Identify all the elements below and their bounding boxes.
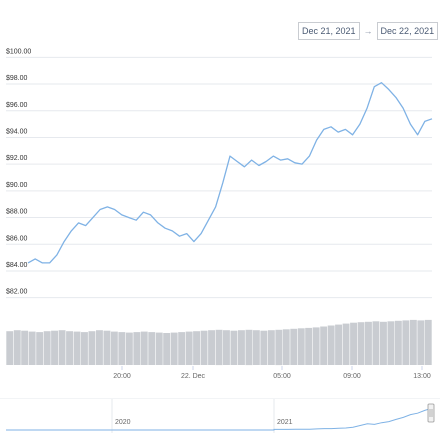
volume-bar bbox=[230, 330, 238, 365]
volume-bar bbox=[365, 321, 372, 365]
y-tick-label: $88.00 bbox=[6, 209, 28, 216]
y-tick-label: $84.00 bbox=[6, 262, 28, 269]
volume-bar bbox=[424, 319, 432, 365]
volume-bar bbox=[88, 331, 96, 365]
volume-bar bbox=[297, 328, 305, 365]
x-tick-label: 13:00 bbox=[413, 373, 431, 380]
navigator-panel bbox=[0, 399, 440, 433]
volume-bar bbox=[350, 322, 357, 365]
volume-bar bbox=[163, 333, 171, 365]
volume-bar bbox=[275, 329, 283, 366]
x-tick-label: 05:00 bbox=[273, 373, 291, 380]
y-tick-label: $94.00 bbox=[6, 128, 28, 135]
volume-bar bbox=[372, 321, 380, 365]
navigator-label: 2021 bbox=[277, 419, 293, 426]
y-tick-label: $98.00 bbox=[6, 75, 28, 82]
x-tick-label: 22. Dec bbox=[181, 373, 206, 380]
volume-bar bbox=[245, 329, 253, 366]
volume-bar bbox=[402, 320, 410, 365]
volume-bar bbox=[140, 331, 148, 365]
volume-bar bbox=[357, 322, 365, 365]
volume-bar bbox=[335, 324, 342, 365]
volume-bar bbox=[208, 330, 215, 365]
volume-bar bbox=[28, 331, 36, 365]
volume-bar bbox=[125, 332, 133, 365]
volume-bar bbox=[252, 330, 260, 365]
volume-bar bbox=[260, 330, 268, 365]
volume-bar bbox=[118, 332, 126, 365]
volume-bar bbox=[282, 329, 290, 365]
y-tick-label: $90.00 bbox=[6, 182, 28, 189]
volume-bar bbox=[170, 332, 178, 365]
volume-bar bbox=[417, 320, 425, 365]
date-range-selector: Dec 21, 2021 → Dec 22, 2021 bbox=[298, 22, 439, 40]
volume-bar bbox=[13, 330, 21, 365]
y-tick-label: $92.00 bbox=[6, 155, 28, 162]
volume-bar bbox=[193, 331, 200, 365]
volume-bar bbox=[380, 321, 387, 365]
volume-bar bbox=[110, 331, 118, 365]
price-line bbox=[27, 82, 433, 264]
volume-bar bbox=[21, 330, 29, 365]
volume-bar bbox=[215, 329, 223, 366]
volume-bar bbox=[305, 327, 313, 365]
volume-bar bbox=[290, 328, 298, 365]
volume-bar bbox=[409, 319, 417, 365]
volume-bar bbox=[327, 325, 335, 365]
navigator-label: 2020 bbox=[115, 419, 131, 426]
date-to-input[interactable]: Dec 22, 2021 bbox=[376, 22, 439, 40]
y-tick-label: $86.00 bbox=[6, 235, 28, 242]
volume-bar bbox=[73, 331, 81, 365]
y-tick-label: $96.00 bbox=[6, 102, 28, 109]
volume-bar bbox=[51, 330, 58, 365]
volume-bar bbox=[58, 330, 66, 365]
volume-bar bbox=[387, 321, 395, 365]
volume-bar bbox=[342, 323, 350, 365]
volume-bar bbox=[81, 332, 88, 365]
navigator-line bbox=[6, 407, 433, 431]
volume-bar bbox=[200, 330, 208, 365]
volume-bar bbox=[185, 331, 193, 365]
volume-bar bbox=[223, 330, 230, 365]
volume-bar bbox=[267, 330, 275, 365]
volume-bar bbox=[6, 331, 14, 365]
range-arrow-icon: → bbox=[363, 26, 373, 36]
x-tick-label: 09:00 bbox=[343, 373, 361, 380]
volume-bar bbox=[394, 320, 402, 365]
date-from-input[interactable]: Dec 21, 2021 bbox=[298, 22, 360, 40]
volume-bar bbox=[66, 331, 73, 365]
x-tick-label: 20:00 bbox=[113, 373, 131, 380]
navigator-handle[interactable] bbox=[427, 403, 435, 423]
y-tick-label: $82.00 bbox=[6, 289, 28, 296]
volume-bar bbox=[148, 332, 156, 365]
y-tick-label: $100.00 bbox=[6, 48, 31, 55]
volume-bar bbox=[178, 332, 186, 365]
volume-bar bbox=[312, 327, 320, 365]
volume-bar bbox=[155, 332, 163, 365]
volume-bar bbox=[238, 330, 245, 365]
volume-bar bbox=[43, 331, 51, 365]
volume-bar bbox=[320, 326, 328, 365]
volume-bar bbox=[96, 330, 103, 365]
volume-bar bbox=[36, 332, 44, 365]
volume-bar bbox=[103, 330, 111, 365]
volume-bar bbox=[133, 332, 141, 365]
